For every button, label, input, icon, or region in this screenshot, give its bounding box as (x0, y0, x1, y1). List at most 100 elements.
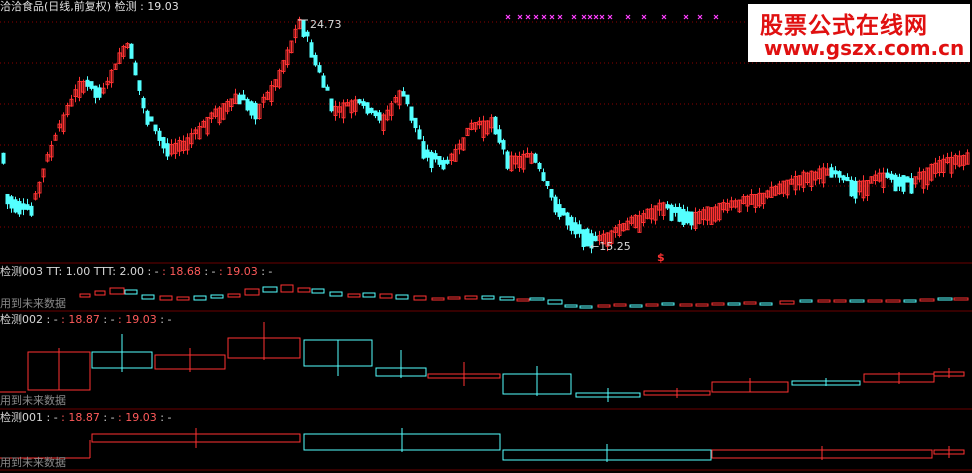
candle-body (945, 157, 950, 164)
pane002-box (154, 354, 226, 370)
candle-body (769, 186, 774, 198)
candle-body (253, 102, 258, 120)
pane003-box (227, 293, 241, 298)
pane001-box (91, 433, 301, 443)
candle-body (229, 98, 234, 108)
candle-body (489, 117, 494, 129)
signal-cross (571, 14, 577, 20)
signal-cross (607, 14, 613, 20)
candle-body (613, 227, 618, 233)
candle-body (409, 106, 414, 121)
candle-body (881, 172, 886, 188)
pane001-value-2: : 19.03 (118, 411, 157, 424)
candle-body (397, 90, 402, 106)
pane-label-002: 检测002 : - : 18.87 : - : 19.03 : - (0, 313, 171, 326)
pane003-box (347, 293, 361, 298)
pane003-box (661, 302, 675, 306)
pane003-box (244, 288, 260, 296)
candle-body (569, 216, 574, 231)
low-price-label: ←15.25 (590, 240, 631, 253)
candle-body (877, 172, 882, 182)
pane003-box (159, 295, 173, 301)
candle-body (17, 201, 22, 215)
pane003-box (579, 305, 593, 309)
high-price-value: 24.73 (310, 18, 342, 31)
pane003-box (280, 284, 294, 293)
candle-body (189, 133, 194, 145)
pane003-box (529, 297, 545, 301)
candle-body (369, 107, 374, 114)
candle-body (925, 167, 930, 186)
signal-cross (505, 14, 511, 20)
candle-body (113, 63, 118, 70)
candle-body (853, 180, 858, 199)
candle-body (885, 172, 890, 178)
candle-body (325, 86, 330, 91)
candle-body (41, 168, 46, 178)
candle-body (277, 70, 282, 88)
pane003-box (109, 287, 125, 295)
candle-body (737, 199, 742, 213)
candle-body (813, 171, 818, 181)
pane003-box (431, 297, 445, 301)
signal-cross (581, 14, 587, 20)
low-price-value: 15.25 (599, 240, 631, 253)
candle-body (445, 159, 450, 164)
candle-body (237, 94, 242, 105)
candle-body (405, 94, 410, 105)
candle-body (665, 204, 670, 209)
pane002-box (227, 337, 301, 359)
candle-body (633, 214, 638, 229)
candle-body (25, 204, 30, 210)
candle-body (821, 167, 826, 184)
candle-body (169, 144, 174, 155)
candle-body (505, 151, 510, 169)
candle-body (889, 173, 894, 180)
candle-body (45, 154, 50, 162)
candle-body (313, 54, 318, 66)
candle-body (129, 43, 134, 59)
candle-body (965, 152, 970, 165)
pane002-box (643, 390, 711, 396)
candle-body (269, 85, 274, 103)
pane003-box (141, 294, 155, 300)
pane-label-003: 检测003 TT: 1.00 TTT: 2.00 : - : 18.68 : -… (0, 265, 272, 278)
pane003-box (743, 301, 757, 305)
candle-body (57, 123, 62, 129)
candle-body (437, 156, 442, 165)
candle-body (705, 206, 710, 221)
candle-body (901, 175, 906, 192)
candle-body (473, 122, 478, 130)
pane003-box (176, 296, 190, 301)
candle-body (777, 183, 782, 195)
signal-cross (625, 14, 631, 20)
candle-body (69, 98, 74, 107)
pane003-box (94, 290, 106, 296)
candle-body (121, 45, 126, 57)
pane001-box (303, 433, 501, 451)
pane003-box (311, 288, 325, 294)
candle-body (577, 224, 582, 234)
candle-body (653, 205, 658, 221)
candle-body (289, 40, 294, 54)
candle-body (865, 180, 870, 196)
candle-body (173, 142, 178, 154)
candle-body (301, 20, 306, 37)
candle-body (285, 49, 290, 66)
pane003-value-1: : 18.68 (162, 265, 201, 278)
candle-body (465, 127, 470, 137)
candle-body (549, 188, 554, 198)
candle-body (941, 158, 946, 174)
pane001-box (711, 449, 933, 459)
pane003-box (817, 299, 831, 303)
candle-body (845, 176, 850, 182)
pane003-box (833, 299, 847, 303)
pane003-box (953, 297, 969, 301)
candle-body (825, 168, 830, 176)
signal-cross (593, 14, 599, 20)
candle-body (773, 185, 778, 196)
candle-body (365, 102, 370, 114)
candle-body (5, 193, 10, 205)
candle-body (641, 213, 646, 224)
